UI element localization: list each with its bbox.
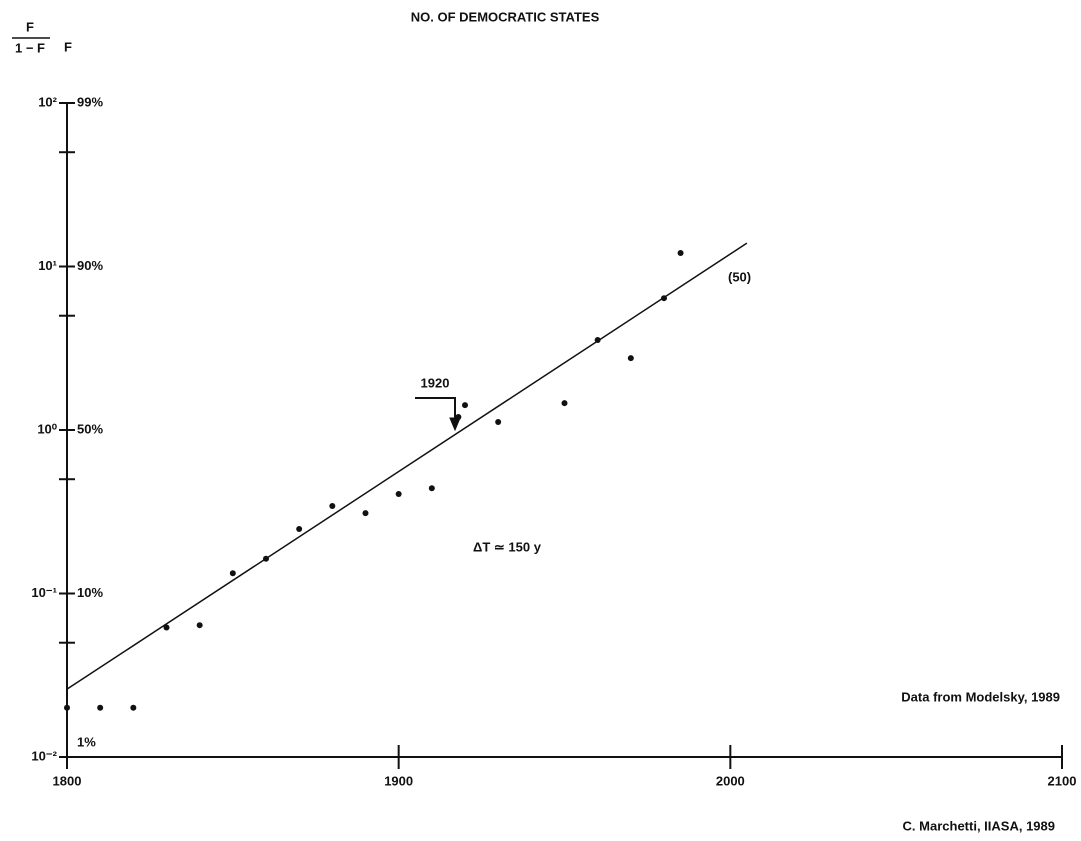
data-point bbox=[455, 414, 462, 421]
f-tick-label: 50% bbox=[77, 421, 103, 436]
data-point bbox=[130, 704, 137, 711]
y-tick-label: 10⁻¹ bbox=[31, 585, 57, 600]
data-point bbox=[677, 249, 684, 256]
chart-title: NO. OF DEMOCRATIC STATES bbox=[411, 9, 600, 24]
f-tick-label: 10% bbox=[77, 585, 103, 600]
data-point bbox=[97, 704, 104, 711]
annotation: ΔT ≃ 150 y bbox=[473, 539, 542, 554]
annotation: 1920 bbox=[421, 375, 450, 390]
x-tick-label: 1800 bbox=[53, 773, 82, 788]
f-tick-label: 99% bbox=[77, 94, 103, 109]
data-point bbox=[64, 704, 70, 711]
data-point bbox=[329, 502, 336, 509]
x-tick-label: 2000 bbox=[716, 773, 745, 788]
data-point bbox=[163, 624, 170, 631]
y-tick-label: 10⁻² bbox=[31, 748, 57, 763]
data-point bbox=[229, 570, 236, 577]
data-point bbox=[495, 418, 502, 425]
x-tick-label: 1900 bbox=[384, 773, 413, 788]
data-point bbox=[561, 400, 568, 407]
y2-label: F bbox=[64, 39, 72, 54]
annotation: (50) bbox=[728, 269, 751, 284]
y-tick-label: 10² bbox=[38, 94, 57, 109]
y-tick-label: 10⁰ bbox=[37, 421, 57, 436]
y-tick-label: 10¹ bbox=[38, 258, 57, 273]
data-point bbox=[428, 485, 435, 492]
data-point bbox=[462, 402, 468, 409]
annotation: C. Marchetti, IIASA, 1989 bbox=[903, 818, 1055, 833]
y-label-numerator: F bbox=[26, 19, 34, 34]
fit-line bbox=[66, 242, 748, 690]
x-tick-label: 2100 bbox=[1048, 773, 1077, 788]
f-tick-label: 90% bbox=[77, 258, 103, 273]
annotation: Data from Modelsky, 1989 bbox=[901, 689, 1060, 704]
data-point bbox=[362, 510, 369, 517]
data-point bbox=[594, 337, 601, 344]
f-tick-label: 1% bbox=[77, 734, 96, 749]
data-point bbox=[395, 491, 402, 498]
annotation-arrow bbox=[415, 397, 456, 424]
arrow-head bbox=[449, 417, 461, 432]
data-point bbox=[296, 526, 303, 533]
data-point bbox=[661, 295, 667, 302]
y-label-denominator: 1 − F bbox=[15, 40, 45, 55]
data-point bbox=[196, 622, 203, 629]
data-point bbox=[627, 355, 634, 362]
data-point bbox=[263, 555, 269, 562]
